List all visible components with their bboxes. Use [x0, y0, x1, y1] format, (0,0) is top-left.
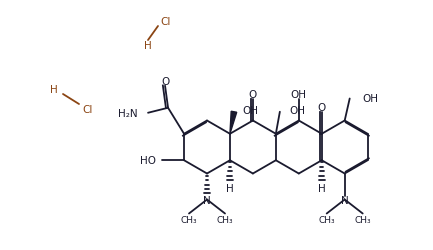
Text: O: O	[249, 89, 257, 99]
Text: Cl: Cl	[82, 104, 92, 115]
Text: OH: OH	[363, 94, 379, 104]
Text: H: H	[318, 184, 326, 194]
Text: HO: HO	[140, 156, 156, 166]
Text: CH₃: CH₃	[318, 215, 335, 224]
Text: H₂N: H₂N	[118, 108, 138, 118]
Polygon shape	[230, 112, 237, 134]
Text: H: H	[144, 41, 152, 51]
Text: OH: OH	[291, 89, 307, 99]
Text: N: N	[341, 196, 349, 206]
Text: CH₃: CH₃	[216, 215, 233, 224]
Text: CH₃: CH₃	[354, 215, 371, 224]
Text: OH: OH	[290, 105, 306, 115]
Text: N: N	[203, 196, 211, 206]
Text: OH: OH	[242, 105, 258, 115]
Text: O: O	[161, 76, 169, 86]
Text: CH₃: CH₃	[181, 215, 197, 224]
Text: H: H	[50, 85, 58, 94]
Text: O: O	[318, 102, 326, 112]
Text: Cl: Cl	[160, 17, 170, 27]
Text: H: H	[226, 184, 234, 194]
